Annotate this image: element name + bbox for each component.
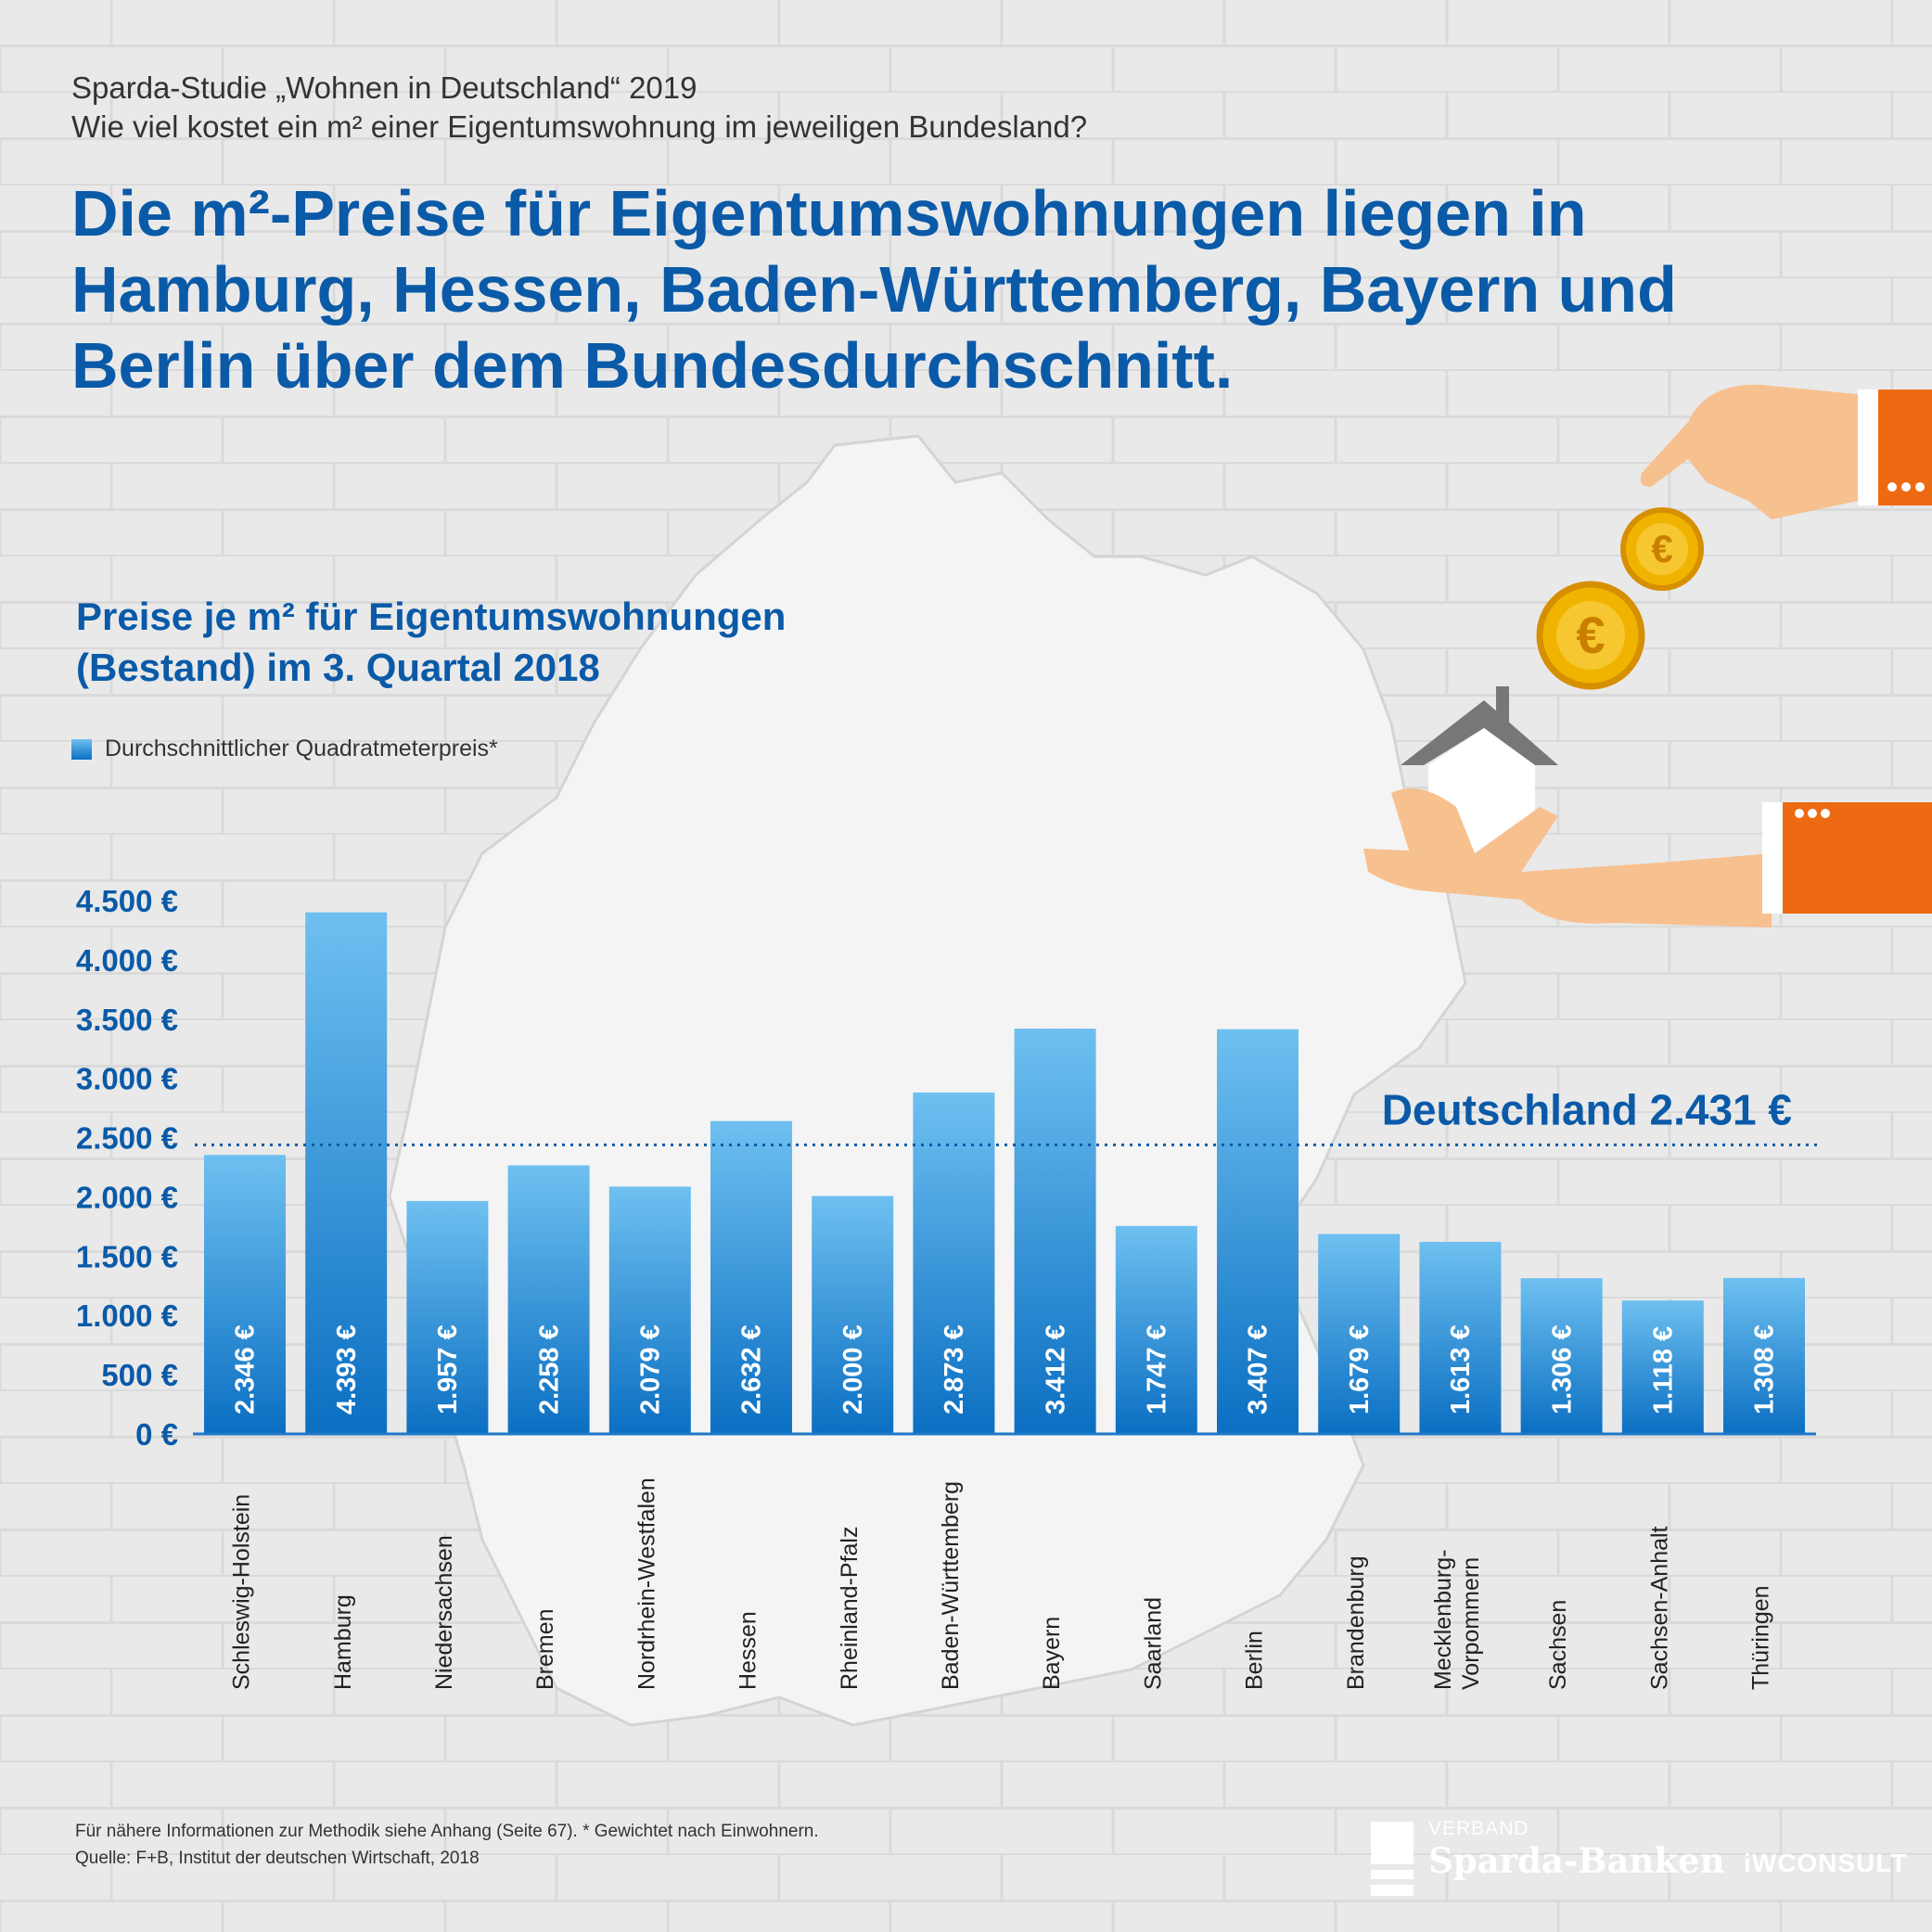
x-tick-label: Sachsen-Anhalt xyxy=(1646,1526,1672,1690)
y-tick-label: 500 € xyxy=(101,1358,178,1392)
y-tick-label: 4.500 € xyxy=(76,884,178,918)
y-tick-label: 4.000 € xyxy=(76,943,178,978)
bar xyxy=(305,912,388,1433)
y-tick-label: 1.000 € xyxy=(76,1299,178,1333)
euro-coin-large-symbol: € xyxy=(1576,606,1605,664)
x-tick-label: Berlin xyxy=(1242,1631,1268,1690)
bar xyxy=(1520,1278,1603,1433)
bar xyxy=(1115,1225,1197,1433)
chart-title: Preise je m² für Eigentumswohnungen (Bes… xyxy=(76,592,911,693)
x-tick-label: Schleswig-Holstein xyxy=(229,1494,255,1690)
bar xyxy=(406,1200,489,1433)
x-tick-label: Saarland xyxy=(1140,1597,1166,1690)
iw-consult-logo: iWCONSULT xyxy=(1744,1849,1908,1877)
x-axis-labels: Schleswig-Holstein Hamburg Niedersachsen Br… xyxy=(229,1478,1774,1690)
bar-value-label: 1.747 € xyxy=(1142,1324,1171,1414)
bottom-sleeve xyxy=(1772,802,1932,914)
kicker: Sparda-Studie „Wohnen in Deutschland“ 20… xyxy=(71,69,1087,147)
bar xyxy=(1723,1277,1805,1433)
y-tick-label: 3.000 € xyxy=(76,1062,178,1096)
euro-coin-small-symbol: € xyxy=(1651,527,1672,570)
bar xyxy=(1318,1234,1401,1433)
kicker-line-2: Wie viel kostet ein m² einer Eigentumswo… xyxy=(71,109,1088,145)
y-tick-label: 2.500 € xyxy=(76,1121,178,1156)
bar xyxy=(812,1196,894,1433)
bar-value-label: 1.679 € xyxy=(1345,1324,1375,1414)
legend-swatch xyxy=(71,738,92,760)
euro-coin-large: € xyxy=(1536,581,1645,690)
bar-value-label: 2.258 € xyxy=(534,1324,564,1414)
sparda-logo-small-text: VERBAND xyxy=(1428,1818,1529,1839)
y-axis: 0 € 500 € 1.000 € 1.500 € 2.000 € 2.500 € 3.00… xyxy=(76,884,178,1452)
bar-value-label: 2.000 € xyxy=(838,1324,868,1414)
chart-title-line-2: (Bestand) im 3. Quartal 2018 xyxy=(76,645,600,689)
euro-coin-small: € xyxy=(1620,507,1704,591)
bar xyxy=(507,1165,590,1433)
x-tick-label: Baden-Württemberg xyxy=(938,1481,964,1690)
x-tick-label: Sachsen xyxy=(1545,1600,1571,1690)
y-tick-label: 0 € xyxy=(135,1417,178,1452)
x-tick-label: Bayern xyxy=(1039,1617,1065,1690)
top-cuff xyxy=(1858,390,1878,505)
bar xyxy=(1419,1241,1502,1433)
kicker-line-1: Sparda-Studie „Wohnen in Deutschland“ 20… xyxy=(71,70,697,105)
x-tick-label: Niedersachsen xyxy=(431,1535,457,1690)
bar-value-label: 4.393 € xyxy=(332,1324,362,1414)
bar-value-label: 3.407 € xyxy=(1244,1324,1273,1414)
footnote-line-2: Quelle: F+B, Institut der deutschen Wirt… xyxy=(75,1849,480,1869)
legend: Durchschnittlicher Quadratmeterpreis* xyxy=(71,736,498,762)
y-tick-label: 2.000 € xyxy=(76,1180,178,1214)
sparda-logo-wordmark: Sparda-Banken xyxy=(1428,1840,1725,1881)
bar xyxy=(913,1092,995,1433)
bar xyxy=(608,1186,691,1433)
x-tick-label: Hamburg xyxy=(330,1594,356,1690)
bar-value-label: 2.346 € xyxy=(231,1324,261,1414)
x-tick-label: Mecklenburg- xyxy=(1430,1550,1456,1690)
chart-title-line-1: Preise je m² für Eigentumswohnungen xyxy=(76,595,787,638)
x-tick-label: Thüringen xyxy=(1748,1585,1774,1690)
x-tick-label: Bremen xyxy=(532,1608,558,1690)
footnote-line-1: Für nähere Informationen zur Methodik si… xyxy=(75,1822,819,1841)
legend-label: Durchschnittlicher Quadratmeterpreis* xyxy=(105,736,498,761)
bar xyxy=(1014,1029,1096,1433)
bottom-hand xyxy=(1363,807,1772,928)
bar-value-label: 1.613 € xyxy=(1446,1324,1476,1414)
bar-value-label: 3.412 € xyxy=(1041,1324,1070,1414)
x-tick-label: Nordrhein-Westfalen xyxy=(633,1478,659,1690)
sparda-logo-mark xyxy=(1371,1822,1414,1896)
footnote: Für nähere Informationen zur Methodik si… xyxy=(75,1818,819,1873)
bar-value-label: 1.118 € xyxy=(1648,1326,1678,1414)
bar-value-label: 1.308 € xyxy=(1750,1324,1780,1414)
sparda-banken-logo: VERBAND Sparda-Banken xyxy=(1371,1818,1760,1898)
bottom-cuff xyxy=(1762,802,1783,914)
top-hand xyxy=(1640,384,1858,519)
x-tick-label: Rheinland-Pfalz xyxy=(837,1527,863,1691)
bar-value-label: 2.079 € xyxy=(635,1324,665,1414)
reference-line-label: Deutschland 2.431 € xyxy=(1382,1085,1792,1133)
bar xyxy=(710,1120,792,1433)
y-tick-label: 3.500 € xyxy=(76,1003,178,1037)
x-tick-label: Hessen xyxy=(736,1611,761,1690)
headline: Die m²-Preise für Eigentumswohnungen lie… xyxy=(71,177,1677,402)
bar xyxy=(1217,1029,1299,1433)
x-tick-label: Vorpommern xyxy=(1458,1557,1484,1690)
bar xyxy=(204,1155,286,1433)
illustration-hands-house-coins: € € xyxy=(1363,384,1932,928)
bar xyxy=(1621,1300,1704,1433)
y-tick-label: 1.500 € xyxy=(76,1239,178,1273)
bar-value-label: 2.632 € xyxy=(737,1324,767,1414)
bar-value-label: 1.306 € xyxy=(1547,1324,1577,1414)
bars: 2.346 € 4.393 € 1.957 € 2.258 € 2.079 € 2.632… xyxy=(204,912,1805,1433)
bar-value-label: 2.873 € xyxy=(940,1324,969,1414)
x-tick-label: Brandenburg xyxy=(1343,1555,1369,1690)
bar-value-label: 1.957 € xyxy=(433,1324,463,1414)
